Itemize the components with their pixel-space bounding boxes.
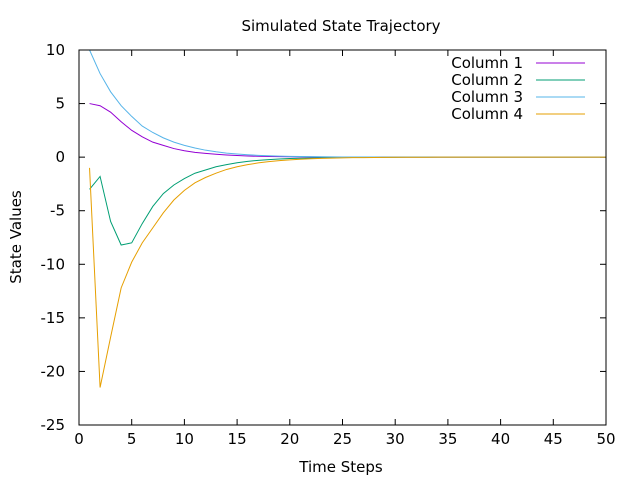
x-tick-label: 20 [280, 430, 299, 448]
x-axis-label: Time Steps [298, 458, 383, 476]
series-line-2 [89, 156, 606, 246]
y-tick-label: -10 [41, 255, 66, 273]
x-tick-label: 0 [74, 430, 84, 448]
chart-title: Simulated State Trajectory [241, 17, 440, 35]
x-tick-label: 50 [596, 430, 615, 448]
plot-frame [78, 49, 607, 426]
y-tick-label: 5 [55, 95, 65, 113]
legend-label: Column 4 [451, 105, 523, 123]
y-tick-label: 10 [46, 41, 65, 59]
x-tick-label: 30 [386, 430, 405, 448]
y-tick-label: -20 [41, 362, 66, 380]
x-tick-label: 45 [544, 430, 563, 448]
y-tick-label: -15 [41, 309, 66, 327]
x-tick-label: 10 [175, 430, 194, 448]
x-tick-label: 15 [228, 430, 247, 448]
y-tick-label: 0 [55, 148, 65, 166]
x-tick-label: 25 [333, 430, 352, 448]
x-tick-label: 5 [127, 430, 137, 448]
legend-label: Column 2 [451, 71, 523, 89]
series-line-1 [89, 103, 606, 158]
series-line-4 [89, 156, 606, 388]
y-tick-label: -5 [50, 202, 65, 220]
x-tick-label: 40 [491, 430, 510, 448]
legend-label: Column 1 [451, 54, 523, 72]
series-line-3 [89, 49, 606, 158]
x-tick-label: 35 [438, 430, 457, 448]
legend-label: Column 3 [451, 88, 523, 106]
y-axis-label: State Values [7, 190, 25, 284]
y-tick-label: -25 [41, 416, 66, 434]
